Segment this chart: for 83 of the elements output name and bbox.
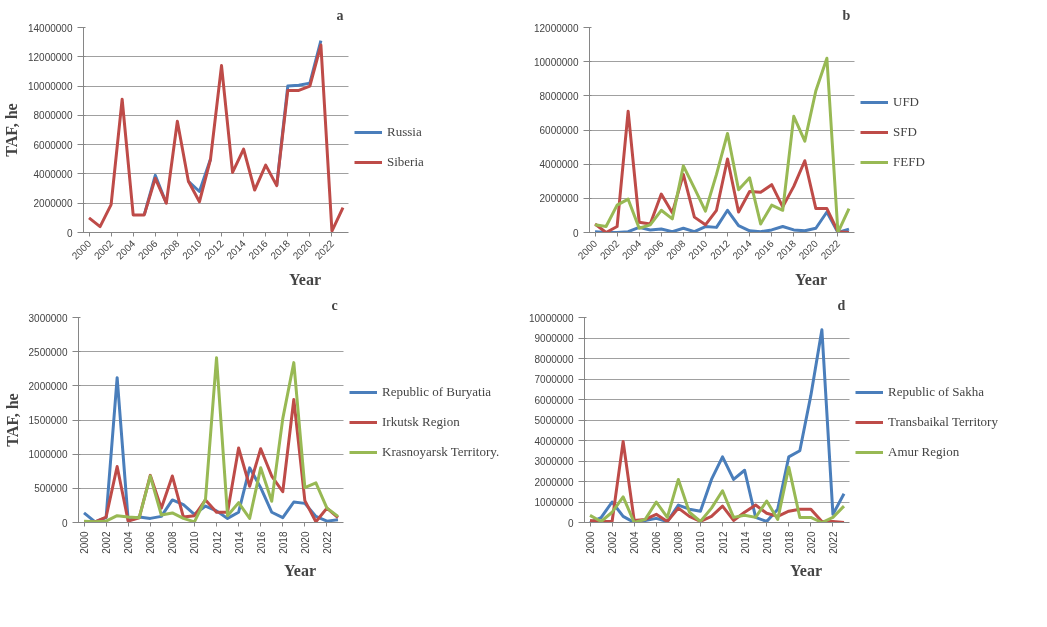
legend-label: Transbaikal Territory bbox=[888, 414, 998, 430]
legend-label: Irkutsk Region bbox=[382, 414, 460, 430]
x-tick-label: 2022 bbox=[321, 531, 333, 554]
x-tick-label: 2000 bbox=[79, 531, 91, 554]
x-tick-label: 2016 bbox=[255, 531, 267, 554]
x-tick-label: 2008 bbox=[167, 531, 179, 554]
y-tick-label: 10000000 bbox=[28, 81, 73, 93]
legend-label: Republic of Sakha bbox=[888, 384, 985, 400]
line-series bbox=[593, 56, 851, 233]
x-tick-label: 2018 bbox=[277, 531, 289, 554]
y-tick-label: 0 bbox=[572, 227, 579, 239]
x-axis-title: Year bbox=[790, 561, 822, 579]
x-tick-label: 2004 bbox=[123, 531, 135, 554]
x-axis-title: Year bbox=[289, 270, 321, 288]
y-tick-label: 8000000 bbox=[539, 90, 579, 102]
x-tick-label: 2020 bbox=[805, 531, 817, 554]
y-tick-label: 500000 bbox=[34, 483, 68, 495]
x-tick-label: 2012 bbox=[211, 531, 223, 554]
y-tick-label: 3000000 bbox=[534, 456, 574, 467]
y-tick-label: 1000000 bbox=[534, 497, 574, 508]
y-tick-label: 3000000 bbox=[28, 312, 68, 324]
legend-label: Amur Region bbox=[888, 444, 960, 460]
x-tick-label: 2018 bbox=[783, 531, 795, 554]
x-tick-label: 2004 bbox=[629, 531, 641, 554]
x-tick-label: 2002 bbox=[607, 531, 619, 554]
y-tick-label: 4000000 bbox=[534, 435, 574, 447]
chart-title: c bbox=[331, 297, 338, 313]
y-tick-label: 12000000 bbox=[28, 51, 73, 63]
chart-title: a bbox=[336, 7, 344, 23]
y-axis-title: TAF, he bbox=[3, 103, 21, 157]
y-tick-label: 6000000 bbox=[534, 394, 574, 406]
y-tick-label: 4000000 bbox=[33, 168, 73, 180]
x-tick-label: 2006 bbox=[651, 531, 663, 554]
y-tick-label: 2000000 bbox=[33, 198, 73, 210]
x-tick-label: 2022 bbox=[827, 531, 839, 554]
y-tick-label: 14000000 bbox=[28, 22, 73, 34]
x-tick-label: 2020 bbox=[299, 531, 311, 554]
x-axis-title: Year bbox=[795, 270, 827, 288]
y-tick-label: 0 bbox=[66, 227, 73, 239]
line-series bbox=[588, 465, 846, 523]
y-tick-label: 10000000 bbox=[529, 312, 574, 324]
y-tick-label: 12000000 bbox=[534, 22, 579, 34]
legend-label: SFD bbox=[893, 124, 917, 140]
y-tick-label: 4000000 bbox=[539, 159, 579, 171]
x-tick-label: 2002 bbox=[101, 531, 113, 554]
line-series bbox=[593, 208, 851, 233]
legend-label: Republic of Buryatia bbox=[382, 384, 492, 400]
x-tick-label: 2010 bbox=[695, 531, 707, 554]
x-tick-label: 2006 bbox=[145, 531, 157, 554]
line-series bbox=[87, 43, 345, 233]
legend-label: FEFD bbox=[893, 154, 925, 170]
y-tick-label: 8000000 bbox=[33, 110, 73, 122]
y-tick-label: 1000000 bbox=[28, 449, 68, 461]
chart-title: b bbox=[842, 7, 851, 23]
legend-label: Russia bbox=[387, 124, 422, 140]
legend-label: Siberia bbox=[387, 154, 424, 170]
y-tick-label: 10000000 bbox=[534, 56, 579, 68]
y-tick-label: 7000000 bbox=[534, 374, 574, 385]
x-tick-label: 2014 bbox=[233, 531, 245, 554]
y-tick-label: 6000000 bbox=[33, 139, 73, 151]
y-tick-label: 6000000 bbox=[539, 125, 579, 136]
x-tick-label: 2010 bbox=[189, 531, 201, 554]
x-tick-label: 2008 bbox=[673, 531, 685, 554]
line-series bbox=[593, 109, 851, 233]
x-tick-label: 2016 bbox=[761, 531, 773, 554]
y-tick-label: 2000000 bbox=[28, 380, 68, 392]
x-axis-title: Year bbox=[284, 561, 316, 579]
legend-label: UFD bbox=[893, 94, 920, 110]
x-tick-label: 2014 bbox=[739, 531, 751, 554]
y-tick-label: 2500000 bbox=[28, 346, 68, 358]
y-tick-label: 2000000 bbox=[534, 476, 574, 488]
x-tick-label: 2012 bbox=[717, 531, 729, 554]
y-tick-label: 5000000 bbox=[534, 415, 574, 426]
x-tick-label: 2000 bbox=[585, 531, 597, 554]
chart-title: d bbox=[837, 297, 846, 313]
y-tick-label: 8000000 bbox=[534, 353, 574, 365]
y-tick-label: 2000000 bbox=[539, 193, 579, 205]
y-axis-title: TAF, he bbox=[3, 393, 21, 447]
legend-label: Krasnoyarsk Territory. bbox=[382, 444, 500, 460]
y-tick-label: 1500000 bbox=[28, 415, 68, 426]
y-tick-label: 0 bbox=[567, 517, 574, 529]
y-tick-label: 0 bbox=[61, 517, 68, 529]
y-tick-label: 9000000 bbox=[534, 333, 574, 344]
